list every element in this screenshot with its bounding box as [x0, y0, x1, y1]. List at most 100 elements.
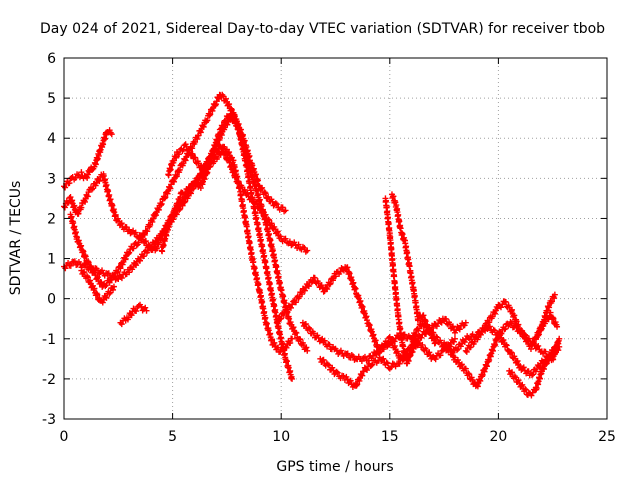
data-point: [289, 335, 296, 342]
data-point: [186, 186, 193, 193]
data-point: [113, 269, 120, 276]
plot-frame: [63, 57, 608, 420]
data-point: [408, 335, 415, 342]
series-arc-5: [117, 301, 149, 328]
data-point: [453, 347, 460, 354]
data-point: [462, 365, 469, 372]
series-arc-4: [67, 91, 295, 382]
data-point: [369, 361, 376, 368]
data-point: [524, 336, 531, 343]
data-point: [502, 325, 509, 332]
data-point: [327, 280, 334, 287]
y-tick-label: -1: [42, 332, 56, 348]
data-point: [78, 169, 85, 176]
data-point: [192, 154, 199, 161]
data-point: [122, 256, 129, 263]
x-tick-label: 25: [598, 429, 616, 445]
data-point: [304, 247, 311, 254]
data-point: [173, 173, 180, 180]
data-point: [105, 270, 112, 277]
data-marks: [61, 91, 563, 399]
data-point: [551, 291, 558, 298]
series-arc-17: [506, 344, 558, 399]
data-point: [269, 336, 276, 343]
data-point: [318, 282, 325, 289]
data-point: [130, 245, 137, 252]
series-arc-7: [165, 111, 310, 353]
data-point: [203, 117, 210, 124]
y-tick-label: 6: [47, 51, 56, 67]
data-point: [434, 334, 441, 341]
data-point: [187, 185, 194, 192]
data-point: [340, 372, 347, 379]
data-point: [287, 304, 294, 311]
data-point: [454, 357, 461, 363]
data-point: [305, 324, 312, 331]
data-point: [437, 352, 444, 359]
data-point: [292, 299, 299, 306]
data-point: [310, 330, 317, 337]
data-point: [422, 320, 429, 327]
data-point: [541, 366, 548, 373]
data-point: [283, 344, 290, 351]
data-point: [195, 132, 202, 139]
data-point: [99, 267, 106, 274]
y-axis-label: SDTVAR / TECUs: [8, 181, 24, 296]
data-point: [158, 202, 165, 209]
data-point: [528, 372, 535, 379]
y-tick-label: 3: [47, 171, 56, 187]
y-tick-label: 1: [47, 252, 56, 268]
data-point: [143, 307, 150, 314]
data-point: [213, 101, 220, 108]
y-tick-label: 0: [47, 292, 56, 308]
data-point: [187, 190, 194, 197]
data-point: [507, 318, 514, 325]
data-point: [515, 377, 522, 384]
data-point: [534, 331, 541, 338]
data-point: [498, 330, 505, 337]
data-point: [110, 273, 117, 280]
data-point: [481, 326, 488, 333]
data-point: [326, 281, 333, 288]
data-point: [192, 177, 199, 184]
data-point: [388, 364, 395, 371]
data-point: [84, 258, 91, 265]
data-point: [289, 301, 296, 308]
data-point: [458, 361, 465, 368]
data-point: [99, 299, 106, 306]
data-point: [550, 315, 557, 322]
data-point: [192, 139, 199, 146]
data-point: [125, 250, 132, 257]
data-point: [514, 357, 521, 364]
data-point: [543, 361, 550, 368]
data-point: [132, 229, 139, 236]
data-point: [106, 191, 113, 198]
data-point: [443, 341, 450, 348]
data-point: [171, 178, 178, 185]
data-point: [71, 258, 78, 265]
data-point: [508, 349, 515, 356]
data-point: [549, 314, 556, 321]
data-point: [82, 253, 89, 260]
data-point: [176, 151, 183, 158]
data-point: [89, 185, 96, 192]
data-point: [418, 334, 425, 341]
data-point: [226, 149, 233, 156]
data-point: [483, 322, 490, 329]
data-point: [547, 309, 554, 316]
data-point: [214, 148, 221, 155]
data-point: [149, 218, 156, 225]
data-point: [114, 215, 121, 222]
data-point: [112, 211, 119, 218]
data-point: [89, 166, 96, 173]
data-point: [457, 343, 464, 350]
y-tick-label: 4: [47, 131, 56, 147]
data-point: [66, 180, 73, 187]
data-point: [497, 329, 504, 336]
data-point: [347, 377, 354, 384]
data-point: [209, 107, 216, 114]
data-point: [425, 326, 432, 333]
data-point: [204, 117, 211, 124]
data-point: [535, 342, 542, 349]
data-point: [126, 249, 133, 256]
